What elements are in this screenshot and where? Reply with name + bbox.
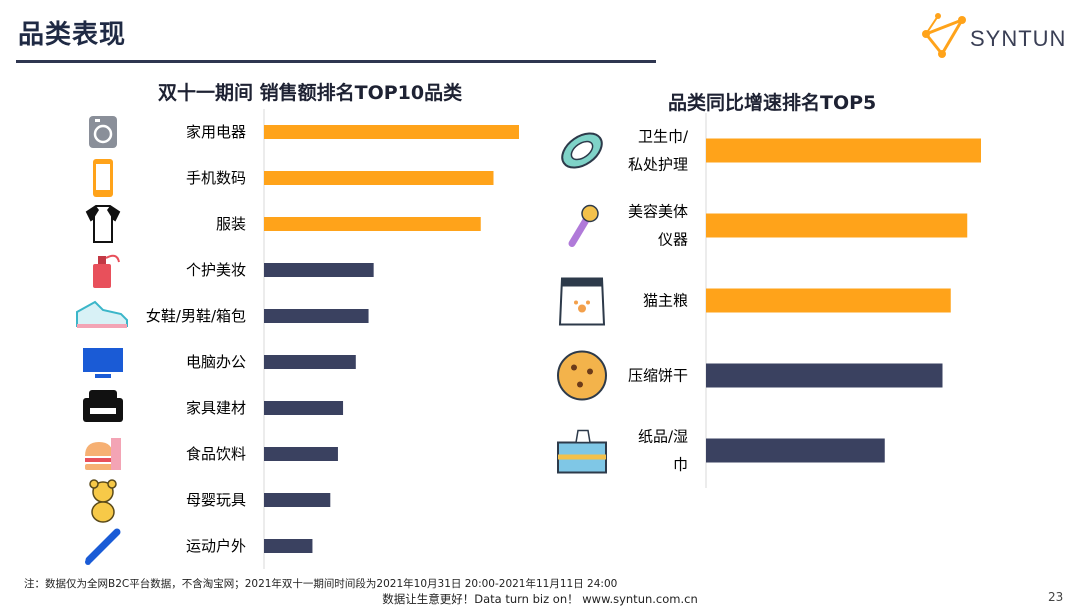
category-label: 猫主粮 xyxy=(643,292,688,310)
category-label: 家用电器 xyxy=(186,123,246,141)
bar xyxy=(706,288,951,313)
perfume-icon xyxy=(93,254,120,288)
tissue-box-icon xyxy=(557,429,607,474)
bar xyxy=(264,355,356,369)
category-label: 纸品/湿巾 xyxy=(638,428,688,474)
chart-title-top10: 双十一期间 销售额排名TOP10品类 xyxy=(158,82,463,104)
category-label: 母婴玩具 xyxy=(186,491,246,509)
category-label: 美容美体仪器 xyxy=(628,203,688,249)
logo-mark-icon xyxy=(922,13,966,58)
beauty-device-icon xyxy=(568,204,599,247)
chart-top10: 家用电器手机数码服装个护美妆女鞋/男鞋/箱包电脑办公家具建材食品饮料母婴玩具运动… xyxy=(76,109,519,569)
bar xyxy=(264,217,481,231)
footnote: 注：数据仅为全网B2C平台数据，不含淘宝网；2021年双十一期间时间段为2021… xyxy=(24,578,618,590)
bar xyxy=(264,493,331,507)
category-label: 女鞋/男鞋/箱包 xyxy=(146,307,246,325)
phone-icon xyxy=(93,159,113,197)
chart-title-top5: 品类同比增速排名TOP5 xyxy=(668,92,877,114)
category-label: 食品饮料 xyxy=(186,445,246,463)
teddy-bear-icon xyxy=(89,479,117,523)
biscuit-icon xyxy=(557,350,607,401)
camera-icon xyxy=(89,116,117,148)
bar xyxy=(264,309,369,323)
bar xyxy=(264,263,374,277)
tshirt-icon xyxy=(85,205,121,243)
category-label: 手机数码 xyxy=(186,169,246,187)
category-label: 家具建材 xyxy=(186,399,246,417)
pet-food-bag-icon xyxy=(558,277,606,326)
bar xyxy=(264,539,313,553)
category-label: 运动户外 xyxy=(186,537,246,555)
category-label: 服装 xyxy=(216,215,246,233)
baseball-bat-icon xyxy=(85,528,121,565)
page-title: 品类表现 xyxy=(18,20,127,50)
category-label: 个护美妆 xyxy=(186,261,246,279)
footer-tagline: 数据让生意更好！Data turn biz on！ www.syntun.com… xyxy=(382,592,698,606)
bar xyxy=(264,447,338,461)
category-label: 电脑办公 xyxy=(186,353,246,371)
monitor-icon xyxy=(83,348,123,378)
bar xyxy=(264,171,494,185)
sofa-icon xyxy=(83,390,123,422)
bar xyxy=(264,401,344,415)
title-divider xyxy=(16,60,656,63)
sanitary-pad-icon xyxy=(561,132,603,169)
category-label: 压缩饼干 xyxy=(628,367,688,385)
bar xyxy=(706,438,885,463)
category-label: 卫生巾/私处护理 xyxy=(628,128,689,174)
bar xyxy=(264,125,519,139)
bar xyxy=(706,363,943,388)
sneaker-icon xyxy=(76,300,128,328)
bar xyxy=(706,138,981,163)
logo-text: SYNTUN xyxy=(970,26,1067,51)
syntun-logo xyxy=(922,13,966,58)
burger-drink-icon xyxy=(85,438,121,470)
bar xyxy=(706,213,968,238)
page-number: 23 xyxy=(1048,590,1064,604)
